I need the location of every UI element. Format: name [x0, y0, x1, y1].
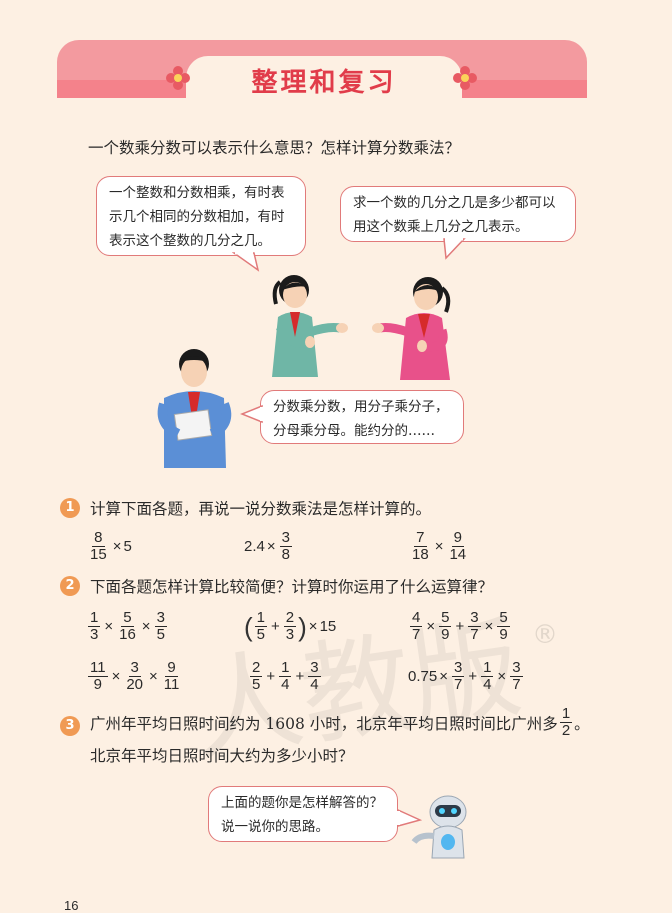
bubble-line: 分数乘分数，用分子乘分子，	[273, 399, 449, 415]
header-title-tab	[186, 56, 462, 100]
fraction: 7 18	[412, 529, 429, 563]
question-number-badge: 2	[60, 576, 80, 596]
speech-bubble-boy: 分数乘分数，用分子乘分子， 分母乘分母。能约分的……	[260, 390, 464, 444]
fraction: 8 15	[90, 529, 107, 563]
bubble-line: 表示这个整数的几分之几。	[109, 233, 271, 249]
question-2-text: 下面各题怎样计算比较简便？计算时你运用了什么运算律？	[90, 578, 494, 596]
page-number: 16	[64, 898, 79, 913]
robot-icon	[411, 795, 467, 859]
question-number-badge: 3	[60, 716, 80, 736]
bubble-line: 说一说你的思路。	[221, 819, 329, 835]
bubble-tail	[397, 808, 422, 827]
page-title: 整理和复习	[251, 68, 397, 98]
girl-right-illustration	[372, 277, 451, 380]
registered-mark: ®	[532, 620, 558, 650]
speech-bubble-girl-left: 一个整数和分数相乘，有时表 示几个相同的分数相加，有时 表示这个整数的几分之几。	[96, 176, 306, 256]
speech-bubble-robot: 上面的题你是怎样解答的？ 说一说你的思路。	[208, 786, 398, 842]
q1-expression-3: 7 18 × 9 14	[412, 529, 467, 563]
bubble-line: 求一个数的几分之几是多少都可以	[353, 195, 556, 211]
bubble-line: 一个整数和分数相乘，有时表	[109, 185, 285, 201]
q1-expression-1: 8 15 × 5	[90, 529, 132, 563]
q2-expression-4: 11 9 × 3 20 × 9 11	[88, 659, 180, 693]
bubble-tail	[240, 404, 263, 424]
bubble-line: 分母乘分母。能约分的……	[273, 423, 435, 439]
boy-illustration	[157, 349, 232, 468]
question-number-badge: 1	[60, 498, 80, 518]
flower-icon	[453, 66, 477, 90]
fraction: 9 14	[449, 529, 467, 563]
bubble-tail	[443, 237, 466, 260]
bubble-tail	[232, 251, 260, 272]
speech-bubble-girl-right: 求一个数的几分之几是多少都可以 用这个数乘上几分之几表示。	[340, 186, 576, 242]
bubble-line: 用这个数乘上几分之几表示。	[353, 219, 529, 235]
girl-left-illustration	[272, 275, 348, 377]
question-1-text: 计算下面各题，再说一说分数乘法是怎样计算的。	[90, 500, 432, 518]
bubble-line: 上面的题你是怎样解答的？	[221, 795, 383, 811]
question-3-line-2: 北京年平均日照时间大约为多少小时？	[90, 747, 354, 765]
bubble-line: 示几个相同的分数相加，有时	[109, 209, 285, 225]
flower-icon	[166, 66, 190, 90]
intro-question: 一个数乘分数可以表示什么意思？怎样计算分数乘法？	[88, 139, 461, 157]
